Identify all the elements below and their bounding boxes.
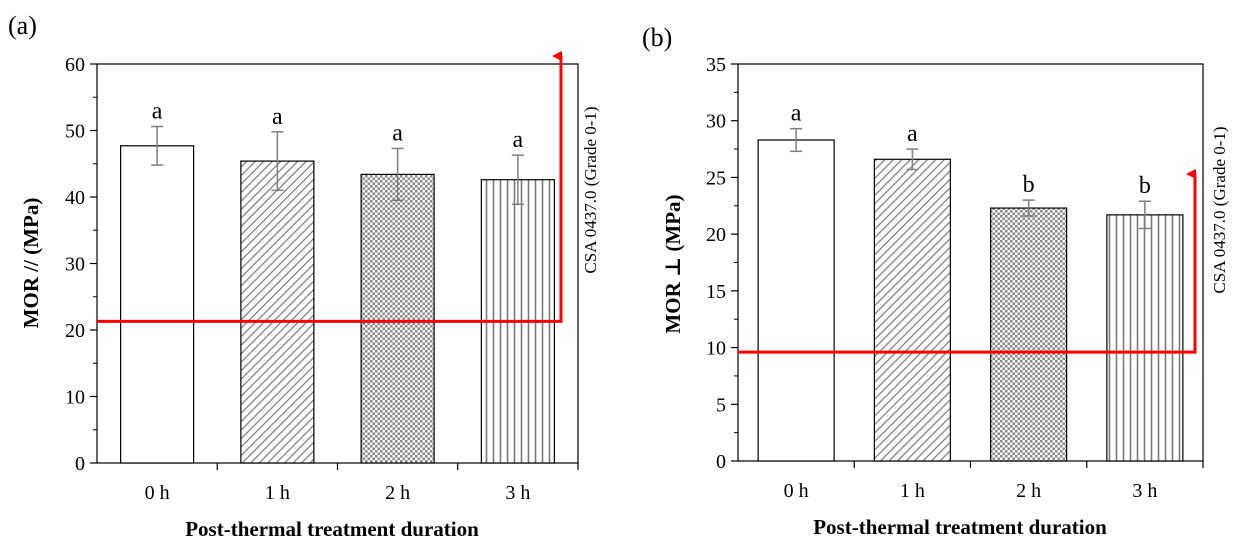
- panel-a-bar: [120, 145, 195, 464]
- panel-b-bar: [990, 207, 1068, 462]
- panel-b-ylabel: MOR ⊥ (MPa): [661, 194, 685, 333]
- panel-b-ytick-label: 5: [716, 394, 726, 416]
- panel-a-significance-letter: a: [272, 104, 283, 130]
- panel-b-reference-line: [738, 169, 1197, 354]
- panel-a-plot: 0 10 20 30 40 50 60 a 0 h a 1 h a 2 h a 3 h: [65, 51, 579, 504]
- panel-a: (a) MOR // (MPa) Post-thermal treatment …: [8, 11, 600, 541]
- panel-b-label: (b): [642, 23, 672, 52]
- panel-b-ytick-label: 35: [706, 54, 726, 76]
- panel-a-xtick-label: 2 h: [385, 482, 410, 504]
- panel-a-significance-letter: a: [513, 127, 524, 153]
- panel-b-plot: 0 5 10 15 20 25 30 35 a 0 h a 1 h b 2 h b 3 h: [706, 54, 1204, 502]
- panel-a-reference-line: [97, 51, 563, 323]
- panel-b-xtick-label: 2 h: [1016, 480, 1041, 502]
- panel-a-ytick-label: 10: [65, 387, 85, 409]
- panel-a-label: (a): [8, 11, 37, 40]
- panel-b-bar: [1106, 214, 1184, 462]
- panel-b-xlabel: Post-thermal treatment duration: [813, 515, 1107, 539]
- panel-b-ytick-label: 15: [706, 281, 726, 303]
- panel-a-reference-label: CSA 0437.0 (Grade 0-1): [581, 106, 600, 273]
- panel-b-ytick-label: 30: [706, 111, 726, 133]
- panel-a-xlabel: Post-thermal treatment duration: [185, 517, 479, 541]
- panel-a-ytick-label: 60: [65, 54, 85, 76]
- panel-a-ylabel: MOR // (MPa): [19, 198, 43, 329]
- panel-a-xtick-label: 3 h: [505, 482, 530, 504]
- panel-a-ytick-label: 30: [65, 254, 85, 276]
- panel-b-reference-label: CSA 0437.0 (Grade 0-1): [1210, 126, 1229, 293]
- panel-b-bar: [873, 158, 951, 462]
- panel-b: (b) MOR ⊥ (MPa) Post-thermal treatment d…: [642, 23, 1229, 539]
- panel-a-bar: [240, 160, 315, 464]
- panel-b-ytick-label: 10: [706, 338, 726, 360]
- panel-b-bar: [757, 139, 835, 462]
- panel-a-significance-letter: a: [152, 99, 163, 125]
- panel-b-xtick-label: 1 h: [900, 480, 925, 502]
- panel-b-significance-letter: b: [1023, 172, 1035, 198]
- panel-b-significance-letter: a: [791, 101, 802, 127]
- panel-b-xtick-label: 0 h: [784, 480, 809, 502]
- panel-a-ytick-label: 20: [65, 320, 85, 342]
- panel-a-bar: [360, 173, 435, 464]
- panel-b-ytick-label: 20: [706, 224, 726, 246]
- panel-a-ytick-label: 50: [65, 121, 85, 143]
- panel-b-significance-letter: a: [907, 121, 918, 147]
- panel-b-ytick-label: 25: [706, 167, 726, 189]
- panel-a-ytick-label: 0: [75, 453, 85, 475]
- panel-b-ytick-label: 0: [716, 451, 726, 473]
- panel-b-xtick-label: 3 h: [1132, 480, 1157, 502]
- panel-a-xtick-label: 1 h: [265, 482, 290, 504]
- panel-b-significance-letter: b: [1139, 173, 1151, 199]
- panel-a-significance-letter: a: [392, 120, 403, 146]
- panel-a-ytick-label: 40: [65, 187, 85, 209]
- panel-a-xtick-label: 0 h: [145, 482, 170, 504]
